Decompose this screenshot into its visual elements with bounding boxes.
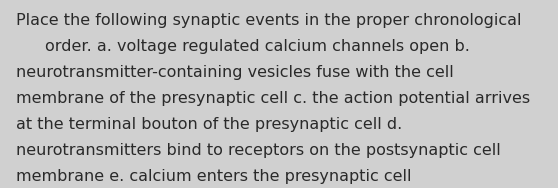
Text: membrane of the presynaptic cell c. the action potential arrives: membrane of the presynaptic cell c. the … (16, 91, 530, 106)
Text: membrane e. calcium enters the presynaptic cell: membrane e. calcium enters the presynapt… (16, 169, 411, 184)
Text: Place the following synaptic events in the proper chronological: Place the following synaptic events in t… (16, 13, 521, 28)
Text: order. a. voltage regulated calcium channels open b.: order. a. voltage regulated calcium chan… (45, 39, 469, 54)
Text: at the terminal bouton of the presynaptic cell d.: at the terminal bouton of the presynapti… (16, 117, 402, 132)
Text: neurotransmitters bind to receptors on the postsynaptic cell: neurotransmitters bind to receptors on t… (16, 143, 501, 158)
Text: neurotransmitter-containing vesicles fuse with the cell: neurotransmitter-containing vesicles fus… (16, 65, 453, 80)
